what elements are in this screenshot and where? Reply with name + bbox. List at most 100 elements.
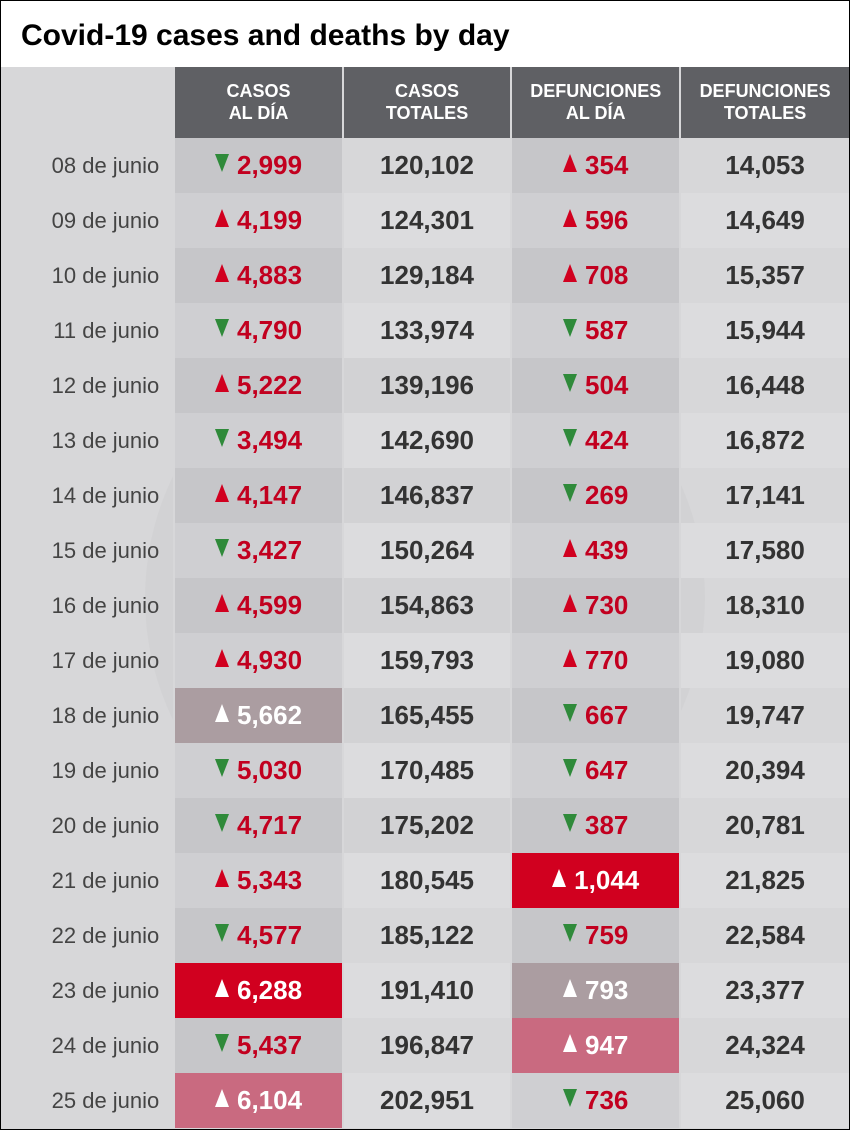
table-row: 08 de junio2,999120,10235414,053 — [1, 138, 849, 193]
table-row: 25 de junio6,104202,95173625,060 — [1, 1073, 849, 1128]
value-cell: 587 — [511, 303, 680, 358]
date-cell: 17 de junio — [1, 633, 174, 688]
date-cell: 12 de junio — [1, 358, 174, 413]
value-cell: 5,437 — [174, 1018, 342, 1073]
date-cell: 08 de junio — [1, 138, 174, 193]
covid-table: CASOSAL DÍA CASOSTOTALES DEFUNCIONESAL D… — [1, 67, 849, 1128]
value-text: 6,288 — [237, 975, 302, 1005]
defunciones-totales-cell: 21,825 — [680, 853, 849, 908]
date-cell: 25 de junio — [1, 1073, 174, 1128]
value-text: 4,577 — [237, 920, 302, 950]
value-cell: 6,288 — [174, 963, 342, 1018]
defunciones-totales-cell: 15,357 — [680, 248, 849, 303]
arrow-down-icon — [215, 1034, 229, 1052]
table-header: CASOSAL DÍA CASOSTOTALES DEFUNCIONESAL D… — [1, 67, 849, 138]
value-text: 439 — [585, 535, 628, 565]
value-cell: 5,030 — [174, 743, 342, 798]
table-row: 16 de junio4,599154,86373018,310 — [1, 578, 849, 633]
value-cell: 4,199 — [174, 193, 342, 248]
arrow-up-icon — [215, 374, 229, 392]
casos-totales-cell: 159,793 — [343, 633, 512, 688]
value-text: 5,222 — [237, 370, 302, 400]
casos-totales-cell: 142,690 — [343, 413, 512, 468]
arrow-up-icon — [563, 649, 577, 667]
arrow-down-icon — [563, 704, 577, 722]
table-row: 15 de junio3,427150,26443917,580 — [1, 523, 849, 578]
arrow-down-icon — [563, 924, 577, 942]
arrow-up-icon — [563, 539, 577, 557]
value-cell: 3,494 — [174, 413, 342, 468]
value-cell: 759 — [511, 908, 680, 963]
date-cell: 24 de junio — [1, 1018, 174, 1073]
defunciones-totales-cell: 15,944 — [680, 303, 849, 358]
table-row: 13 de junio3,494142,69042416,872 — [1, 413, 849, 468]
arrow-down-icon — [563, 484, 577, 502]
value-text: 424 — [585, 425, 628, 455]
value-cell: 3,427 — [174, 523, 342, 578]
table-row: 24 de junio5,437196,84794724,324 — [1, 1018, 849, 1073]
value-text: 5,662 — [237, 700, 302, 730]
value-text: 4,883 — [237, 260, 302, 290]
value-cell: 596 — [511, 193, 680, 248]
value-cell: 4,577 — [174, 908, 342, 963]
value-text: 947 — [585, 1030, 628, 1060]
value-text: 4,199 — [237, 205, 302, 235]
table-row: 14 de junio4,147146,83726917,141 — [1, 468, 849, 523]
value-cell: 708 — [511, 248, 680, 303]
date-cell: 13 de junio — [1, 413, 174, 468]
arrow-up-icon — [215, 484, 229, 502]
value-text: 759 — [585, 920, 628, 950]
value-text: 2,999 — [237, 150, 302, 180]
defunciones-totales-cell: 17,580 — [680, 523, 849, 578]
value-cell: 6,104 — [174, 1073, 342, 1128]
arrow-down-icon — [563, 429, 577, 447]
value-text: 5,437 — [237, 1030, 302, 1060]
arrow-down-icon — [215, 539, 229, 557]
arrow-up-icon — [552, 869, 566, 887]
date-cell: 20 de junio — [1, 798, 174, 853]
arrow-down-icon — [215, 924, 229, 942]
arrow-up-icon — [215, 649, 229, 667]
casos-totales-cell: 133,974 — [343, 303, 512, 358]
defunciones-totales-cell: 20,394 — [680, 743, 849, 798]
casos-totales-cell: 196,847 — [343, 1018, 512, 1073]
value-cell: 736 — [511, 1073, 680, 1128]
value-text: 596 — [585, 205, 628, 235]
casos-totales-cell: 180,545 — [343, 853, 512, 908]
value-cell: 4,790 — [174, 303, 342, 358]
defunciones-totales-cell: 25,060 — [680, 1073, 849, 1128]
value-cell: 4,717 — [174, 798, 342, 853]
arrow-down-icon — [215, 154, 229, 172]
casos-totales-cell: 129,184 — [343, 248, 512, 303]
arrow-down-icon — [563, 814, 577, 832]
value-text: 5,343 — [237, 865, 302, 895]
value-cell: 269 — [511, 468, 680, 523]
value-cell: 5,662 — [174, 688, 342, 743]
arrow-up-icon — [563, 209, 577, 227]
casos-totales-cell: 146,837 — [343, 468, 512, 523]
defunciones-totales-cell: 20,781 — [680, 798, 849, 853]
value-text: 736 — [585, 1085, 628, 1115]
value-cell: 730 — [511, 578, 680, 633]
table-row: 11 de junio4,790133,97458715,944 — [1, 303, 849, 358]
date-cell: 19 de junio — [1, 743, 174, 798]
arrow-up-icon — [563, 979, 577, 997]
value-text: 4,930 — [237, 645, 302, 675]
col-header-def-dia: DEFUNCIONESAL DÍA — [511, 67, 680, 138]
casos-totales-cell: 139,196 — [343, 358, 512, 413]
date-cell: 22 de junio — [1, 908, 174, 963]
page-title: Covid-19 cases and deaths by day — [1, 1, 849, 67]
value-cell: 647 — [511, 743, 680, 798]
arrow-up-icon — [563, 154, 577, 172]
value-cell: 770 — [511, 633, 680, 688]
value-text: 647 — [585, 755, 628, 785]
defunciones-totales-cell: 19,747 — [680, 688, 849, 743]
value-text: 504 — [585, 370, 628, 400]
date-cell: 11 de junio — [1, 303, 174, 358]
date-cell: 16 de junio — [1, 578, 174, 633]
casos-totales-cell: 165,455 — [343, 688, 512, 743]
value-text: 730 — [585, 590, 628, 620]
arrow-down-icon — [563, 374, 577, 392]
arrow-up-icon — [215, 594, 229, 612]
arrow-up-icon — [215, 704, 229, 722]
